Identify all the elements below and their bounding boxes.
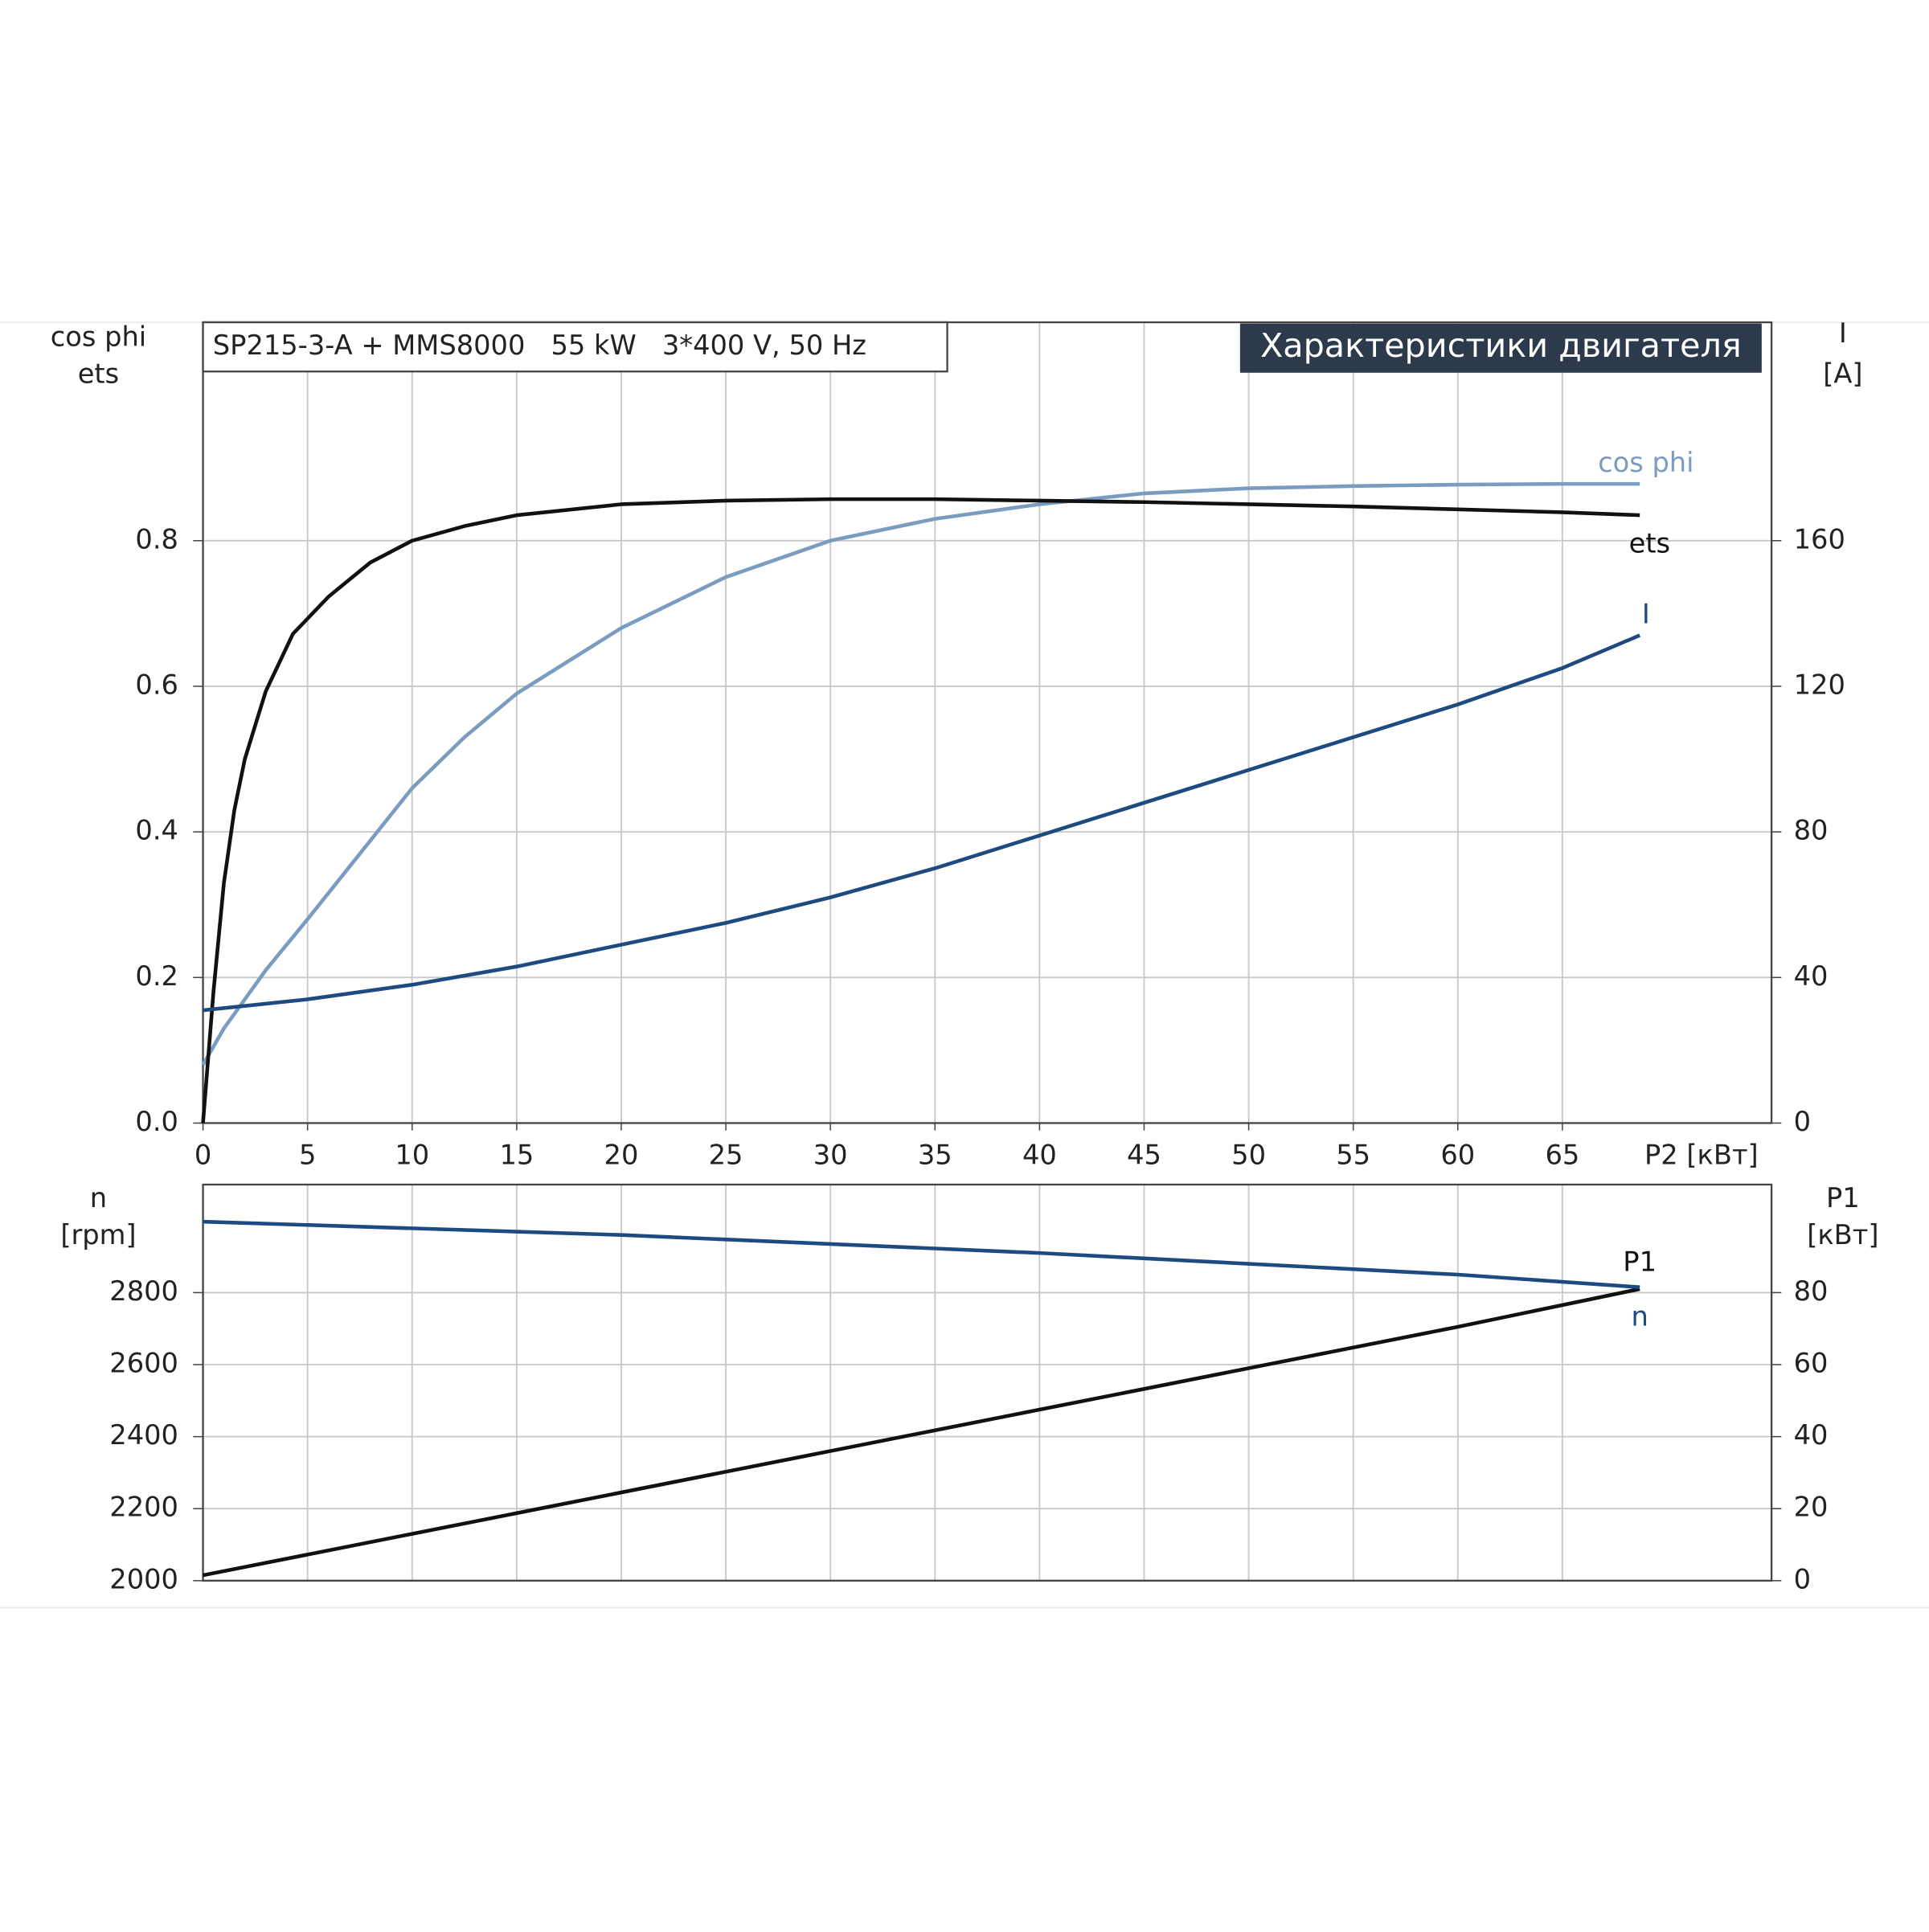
x-tick-label: 50 — [1231, 1139, 1266, 1170]
y-tick-label: 2400 — [109, 1419, 178, 1451]
y-tick-label: 2800 — [109, 1275, 178, 1307]
y-tick-label: 0.4 — [135, 815, 178, 846]
x-tick-label: 25 — [709, 1139, 743, 1170]
y2-tick-label: 40 — [1794, 1419, 1829, 1451]
x-tick-label: 55 — [1336, 1139, 1370, 1170]
y-axis-label: n — [90, 1182, 107, 1214]
series-label: P1 — [1623, 1246, 1657, 1277]
y2-tick-label: 0 — [1794, 1106, 1811, 1137]
plots: 0 5 10 15 20 25 30 35 40 45 50 55 60 65 P2 [кВт] 0.0 0.2… — [51, 317, 1879, 1595]
y2-axis-label: [A] — [1823, 358, 1862, 389]
y2-tick-label: 20 — [1794, 1492, 1829, 1523]
series-label: n — [1631, 1300, 1648, 1332]
plot-frame — [202, 321, 1773, 1124]
info-box — [202, 321, 948, 373]
y2-tick-label: 120 — [1794, 669, 1845, 700]
x-tick-label: 65 — [1545, 1139, 1579, 1170]
title-box — [1239, 323, 1762, 373]
y2-tick-label: 60 — [1794, 1348, 1829, 1379]
x-tick-label: 0 — [195, 1139, 211, 1170]
y-tick-label: 0.2 — [135, 960, 178, 992]
y2-tick-label: 0 — [1794, 1563, 1811, 1594]
series-line — [203, 1287, 1640, 1578]
series-label: I — [1642, 599, 1650, 630]
y2-tick-label: 40 — [1794, 960, 1829, 992]
x-tick-label: 35 — [918, 1139, 952, 1170]
series-line — [203, 633, 1641, 1013]
x-axis-label: P2 [кВт] — [1644, 1139, 1759, 1170]
x-tick-label: 20 — [604, 1139, 639, 1170]
x-tick-label: 5 — [299, 1139, 316, 1170]
series-label: ets — [1629, 527, 1670, 559]
y-tick-label: 0.8 — [135, 523, 178, 555]
chart-title: Характеристики двигателя — [1260, 326, 1742, 365]
series-line — [203, 1219, 1640, 1289]
y2-tick-label: 80 — [1794, 815, 1829, 846]
y-tick-label: 0.6 — [135, 669, 178, 700]
y2-tick-label: 80 — [1794, 1275, 1829, 1307]
y-axis-label: [rpm] — [60, 1219, 136, 1250]
y-axis-label: ets — [78, 358, 119, 389]
y2-axis-label: I — [1839, 317, 1847, 349]
x-tick-label: 40 — [1022, 1139, 1057, 1170]
y-tick-label: 2200 — [109, 1492, 178, 1523]
y-tick-label: 2600 — [109, 1348, 178, 1379]
plot-frame — [202, 1183, 1773, 1582]
chart-subtitle: SP215-3-A + MMS8000 55 kW 3*400 V, 50 Hz — [213, 330, 866, 361]
series-line — [201, 497, 1640, 1124]
x-tick-label: 10 — [395, 1139, 429, 1170]
x-tick-label: 15 — [499, 1139, 534, 1170]
x-tick-label: 45 — [1127, 1139, 1161, 1170]
y-tick-label: 0.0 — [135, 1106, 178, 1137]
x-tick-label: 30 — [813, 1139, 848, 1170]
series-line — [201, 481, 1640, 1066]
y2-axis-label: [кВт] — [1807, 1219, 1878, 1250]
series-label: cos phi — [1598, 447, 1694, 478]
y-axis-label: cos phi — [51, 321, 146, 352]
y2-axis-label: P1 — [1826, 1182, 1860, 1214]
y2-tick-label: 160 — [1794, 523, 1845, 555]
y-tick-label: 2000 — [109, 1563, 178, 1594]
x-tick-label: 60 — [1440, 1139, 1475, 1170]
